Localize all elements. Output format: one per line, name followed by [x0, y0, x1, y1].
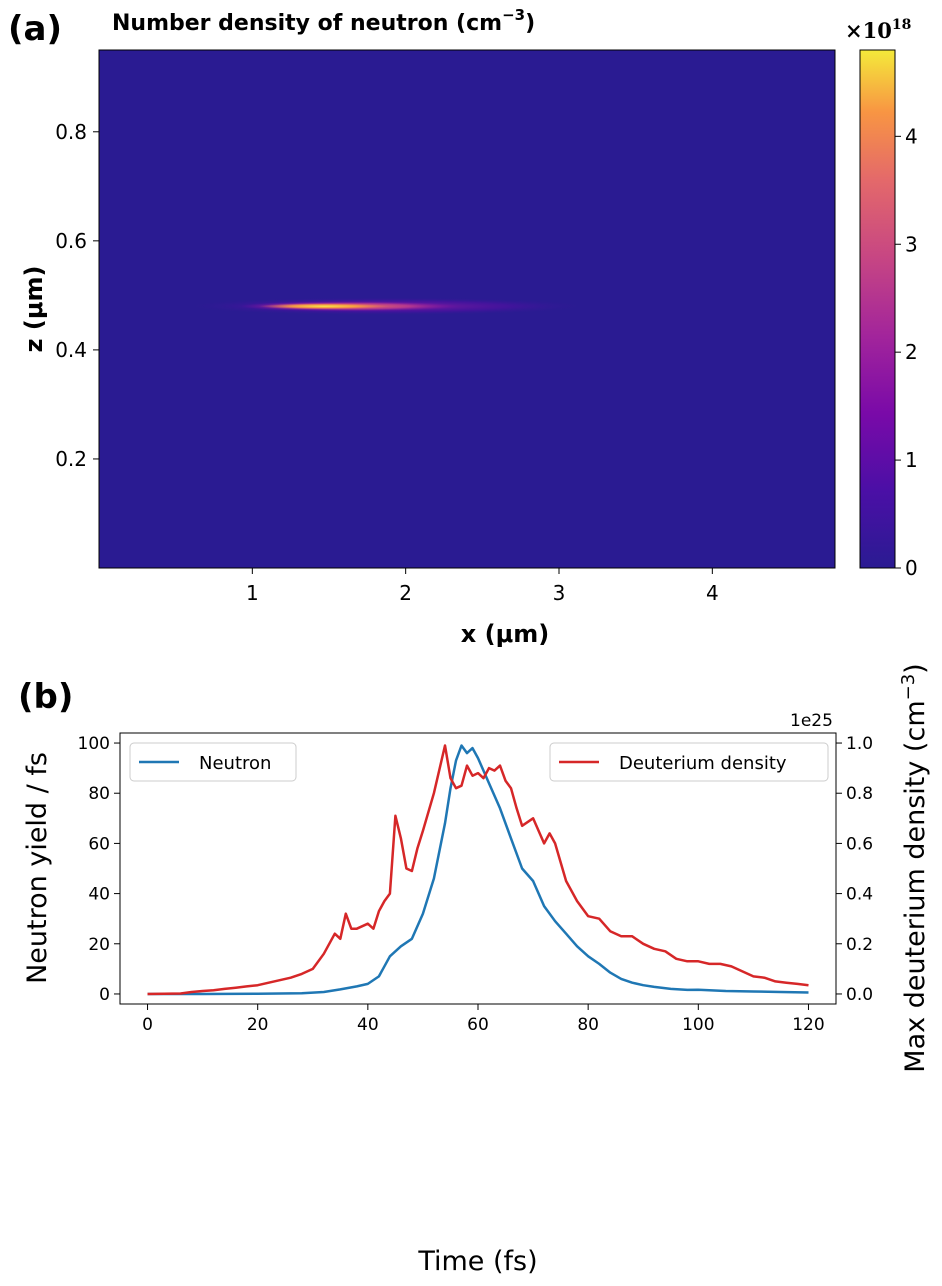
heatmap-x-tick-label: 2 [399, 581, 412, 605]
colorbar-tick-label: 4 [905, 124, 918, 148]
colorbar-tick-label: 0 [905, 556, 918, 580]
colorbar-multiplier: ×1018 [845, 17, 911, 43]
colorbar-tick-label: 3 [905, 232, 918, 256]
line-y2-tick-label: 0.0 [846, 985, 873, 1005]
neutron-density-streak [183, 297, 590, 316]
series-deuterium-line [147, 744, 809, 996]
legend-neutron: Neutron [129, 742, 297, 782]
line-y-tick-label: 20 [88, 935, 110, 955]
heatmap-y-axis-label: z (μm) [20, 266, 48, 353]
line-series [147, 744, 809, 996]
line-y-tick-label: 60 [88, 834, 110, 854]
line-x-tick-label: 40 [357, 1015, 379, 1035]
line-y-tick-label: 100 [78, 734, 110, 754]
heatmap [98, 49, 836, 569]
heatmap-y-tick-label: 0.6 [55, 229, 87, 253]
line-x-tick-label: 60 [467, 1015, 489, 1035]
heatmap-y-tick-label: 0.4 [55, 338, 87, 362]
line-x-tick-label: 120 [792, 1015, 824, 1035]
series-neutron-line [147, 744, 809, 996]
line-x-tick-label: 20 [247, 1015, 269, 1035]
line-y-tick-label: 0 [99, 985, 110, 1005]
legend-deuterium-label: Deuterium density [619, 753, 787, 774]
line-x-axis-label: Time (fs) [417, 1246, 537, 1277]
y2-offset-text: 1e25 [790, 711, 833, 731]
colorbar-ticks: 0 1 2 3 4 [895, 124, 918, 580]
heatmap-x-ticks: 1 2 3 4 [246, 568, 719, 605]
line-y2-tick-label: 1.0 [846, 734, 873, 754]
line-y2-axis-label: Max deuterium density (cm−3) [898, 663, 931, 1072]
line-y-tick-label: 80 [88, 784, 110, 804]
legend-deuterium: Deuterium density [549, 742, 829, 782]
colorbar-gradient [859, 49, 896, 569]
heatmap-x-tick-label: 4 [706, 581, 719, 605]
heatmap-y-tick-label: 0.2 [55, 447, 87, 471]
panel-label-b: (b) [18, 677, 73, 717]
heatmap-y-tick-label: 0.8 [55, 120, 87, 144]
line-x-tick-label: 100 [682, 1015, 714, 1035]
line-x-tick-label: 80 [577, 1015, 599, 1035]
line-y-tick-label: 40 [88, 885, 110, 905]
line-y-ticks: 0 20 40 60 80 100 [78, 734, 120, 1005]
line-y2-ticks: 0.0 0.2 0.4 0.6 0.8 1.0 [836, 734, 873, 1005]
line-y2-tick-label: 0.2 [846, 935, 873, 955]
line-x-ticks: 0 20 40 60 80 100 120 [142, 1004, 825, 1035]
legend-neutron-label: Neutron [199, 753, 271, 774]
heatmap-x-tick-label: 3 [553, 581, 566, 605]
line-x-tick-label: 0 [142, 1015, 153, 1035]
streak-core [259, 303, 389, 310]
colorbar-tick-label: 1 [905, 448, 918, 472]
colorbar-tick-label: 2 [905, 340, 918, 364]
line-y2-tick-label: 0.8 [846, 784, 873, 804]
heatmap-title: Number density of neutron (cm−3) [112, 6, 535, 36]
line-y2-tick-label: 0.6 [846, 834, 873, 854]
heatmap-x-axis-label: x (μm) [461, 620, 549, 648]
heatmap-y-ticks: 0.2 0.4 0.6 0.8 [55, 120, 99, 471]
line-y2-tick-label: 0.4 [846, 885, 873, 905]
colorbar: 0 1 2 3 4 [859, 49, 918, 580]
panel-label-a: (a) [8, 9, 62, 49]
line-y-axis-label: Neutron yield / fs [22, 752, 53, 984]
heatmap-x-tick-label: 1 [246, 581, 259, 605]
